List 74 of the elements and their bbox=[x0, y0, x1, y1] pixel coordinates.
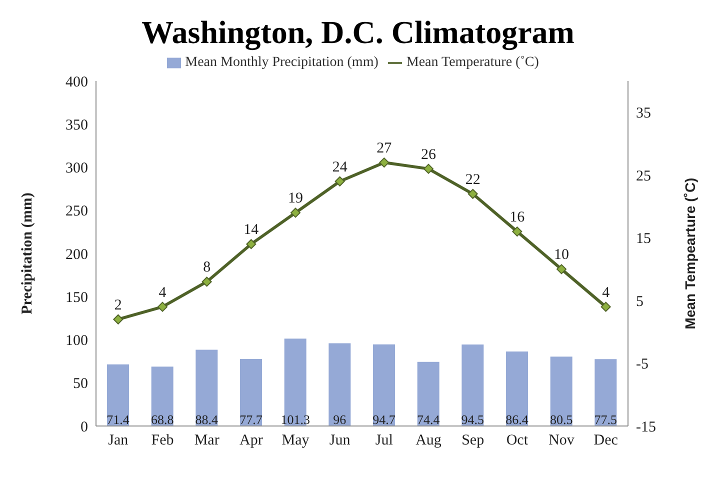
bar bbox=[462, 344, 484, 426]
point bbox=[158, 302, 168, 312]
point bbox=[468, 188, 478, 199]
data-label: 26 bbox=[421, 146, 436, 163]
point bbox=[246, 239, 256, 250]
bar bbox=[240, 358, 262, 426]
y2-axis-title: Mean Tempearture (˚C) bbox=[682, 178, 698, 330]
data-label: 16 bbox=[510, 210, 526, 226]
chart-title: Washington, D.C. Climatogram bbox=[140, 14, 576, 51]
data-label: 10 bbox=[554, 247, 569, 264]
x-tick-label: Jan bbox=[108, 432, 129, 449]
x-tick-label: Oct bbox=[506, 432, 529, 449]
legend-label: Mean Monthly Precipitation (mm) bbox=[185, 55, 378, 70]
bar bbox=[196, 350, 218, 426]
data-label: 96 bbox=[333, 412, 347, 427]
data-label: 88.4 bbox=[195, 412, 219, 427]
data-label: 68.8 bbox=[150, 412, 174, 427]
data-label: 19 bbox=[288, 190, 303, 207]
y-tick-label: 300 bbox=[66, 160, 88, 177]
y-tick-label: 200 bbox=[66, 246, 88, 263]
point bbox=[334, 176, 345, 186]
point bbox=[600, 302, 611, 312]
x-tick-label: Sep bbox=[462, 432, 484, 449]
data-label: 77.7 bbox=[240, 412, 263, 427]
x-tick-label: Nov bbox=[548, 432, 575, 449]
data-label: 2 bbox=[114, 297, 122, 314]
y-tick-label: 150 bbox=[66, 290, 88, 306]
data-label: 14 bbox=[244, 222, 260, 238]
point bbox=[512, 226, 522, 237]
y2-tick-label: 5 bbox=[636, 294, 644, 310]
y2-tick-label: -15 bbox=[636, 419, 656, 436]
x-tick-label: Aug bbox=[416, 432, 442, 449]
point bbox=[202, 276, 212, 287]
y-tick-label: 400 bbox=[66, 74, 88, 90]
bar bbox=[417, 362, 440, 426]
data-label: 22 bbox=[465, 172, 480, 188]
y-tick-label: 50 bbox=[73, 376, 88, 392]
legend-label: Mean Temperature (˚C) bbox=[406, 55, 539, 70]
data-label: 74.4 bbox=[416, 412, 440, 427]
y-tick-label: 250 bbox=[66, 204, 88, 220]
x-tick-label: Mar bbox=[194, 432, 220, 449]
x-tick-label: Jul bbox=[375, 432, 393, 449]
x-tick-label: Apr bbox=[240, 432, 263, 449]
bar bbox=[151, 366, 174, 426]
y2-tick-label: -5 bbox=[636, 356, 648, 373]
data-label: 8 bbox=[203, 260, 211, 276]
x-tick-label: Dec bbox=[594, 432, 618, 449]
bar bbox=[328, 343, 351, 426]
y2-tick-label: 25 bbox=[636, 168, 651, 184]
x-tick-label: Feb bbox=[151, 432, 174, 449]
bar bbox=[373, 344, 395, 426]
data-label: 24 bbox=[332, 159, 348, 176]
bar bbox=[550, 356, 572, 426]
point bbox=[424, 164, 434, 174]
data-label: 4 bbox=[158, 284, 167, 301]
data-label: 94.7 bbox=[372, 412, 396, 427]
bar bbox=[594, 359, 617, 426]
data-label: 4 bbox=[602, 284, 610, 301]
data-label: 77.5 bbox=[594, 412, 618, 427]
y-tick-label: 100 bbox=[66, 333, 88, 350]
y2-tick-label: 15 bbox=[636, 231, 651, 248]
x-tick-label: Jun bbox=[329, 432, 351, 449]
y-axis-title: Precipitation (mm) bbox=[19, 192, 36, 314]
data-label: 94.5 bbox=[461, 412, 484, 427]
x-tick-label: May bbox=[282, 432, 310, 449]
y-tick-label: 0 bbox=[80, 419, 88, 436]
y2-tick-label: 35 bbox=[636, 106, 651, 122]
point bbox=[113, 314, 124, 324]
data-label: 80.5 bbox=[550, 412, 573, 427]
point bbox=[379, 158, 390, 168]
point bbox=[290, 208, 300, 218]
point bbox=[556, 264, 566, 274]
y-tick-label: 350 bbox=[66, 117, 88, 134]
data-label: 27 bbox=[376, 140, 392, 157]
